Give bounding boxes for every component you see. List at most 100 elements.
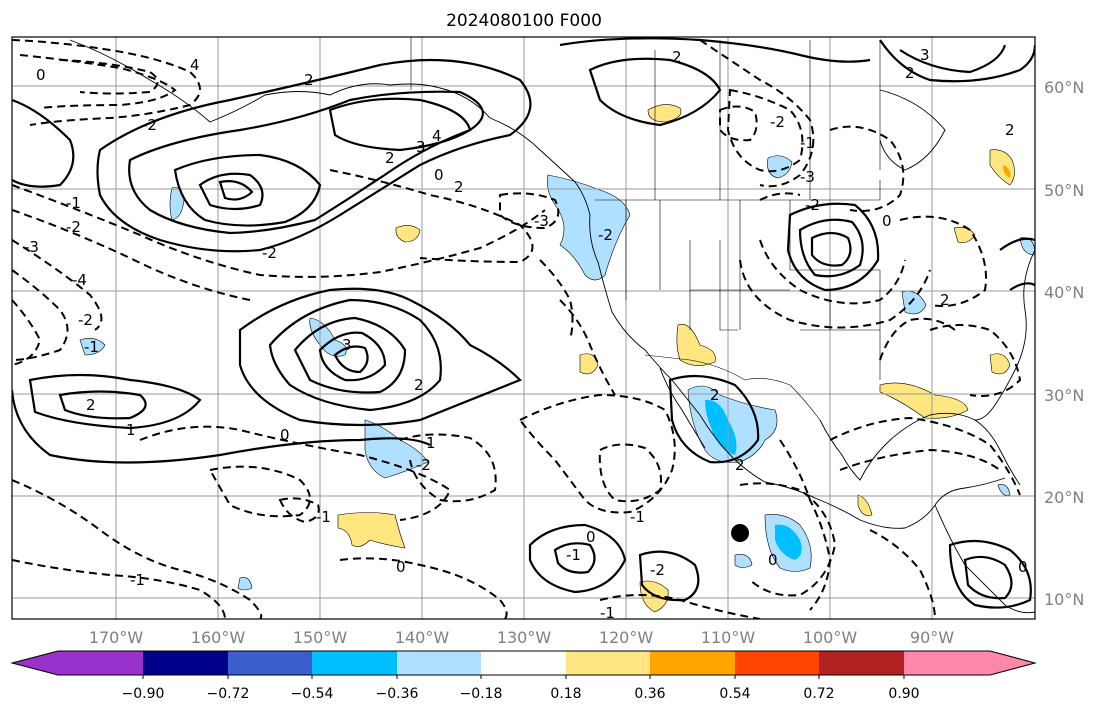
contour-label: 3: [416, 138, 426, 156]
map-title: 2024080100 F000: [446, 11, 602, 31]
colorbar-label: −0.90: [122, 686, 165, 702]
colorbar-segments: [12, 651, 1035, 675]
hudson-bay: [879, 89, 946, 171]
contour-label: 3: [920, 46, 930, 64]
shade-negative: [901, 291, 927, 315]
contour-label: 2: [735, 456, 745, 474]
colorbar-label: 0.72: [803, 686, 834, 702]
shade-negative-strong: [705, 399, 737, 455]
lon-tick-label: 90°W: [910, 628, 954, 647]
shade-positive: [857, 494, 873, 516]
lon-tick-label: 110°W: [701, 628, 756, 647]
contour-label: 0: [36, 66, 46, 84]
shade-positive: [395, 225, 421, 243]
contour-labels: 4 2 0 2 3 4 2 0 -1 -2 -3 -4 -2 -1 -3 -2 …: [24, 46, 1028, 622]
contour-label: -1: [316, 508, 331, 526]
contour-label: 4: [432, 127, 442, 145]
contour-label: -2: [262, 244, 277, 262]
contour-label: -2: [66, 218, 81, 236]
shade-positive: [879, 382, 969, 419]
contour-label: 2: [905, 64, 915, 82]
contour-label: 0: [768, 551, 778, 569]
contour-label: 1: [126, 421, 136, 439]
shade-negative: [79, 338, 106, 356]
contour-label: -4: [72, 271, 87, 289]
colorbar-label: 0.18: [550, 686, 581, 702]
colorbar-label: −0.54: [291, 686, 334, 702]
contour-label: -2: [142, 116, 157, 134]
contour-label: 4: [190, 56, 200, 74]
lon-tick-label: 160°W: [191, 628, 246, 647]
colorbar-label: −0.18: [460, 686, 503, 702]
contour-label: -2: [78, 311, 93, 329]
shade-negative: [364, 419, 429, 479]
contour-label: 2: [710, 386, 720, 404]
contour-label: -1: [566, 546, 581, 564]
colorbar-labels: −0.90 −0.72 −0.54 −0.36 −0.18 0.18 0.36 …: [122, 686, 920, 702]
coastline-central-america: [934, 504, 1035, 614]
contour-label: 3: [342, 336, 352, 354]
lon-tick-label: 120°W: [599, 628, 654, 647]
lat-tick-label: 40°N: [1044, 283, 1084, 302]
lat-tick-label: 50°N: [1044, 181, 1084, 200]
contour-label: -1: [800, 134, 815, 152]
contour-label: 2: [304, 71, 314, 89]
colorbar-segment: [312, 651, 397, 675]
shade-positive: [647, 104, 682, 123]
contour-label: -2: [598, 226, 613, 244]
shade-positive: [953, 227, 976, 243]
contour-label: 0: [586, 528, 596, 546]
colorbar-segment: [12, 651, 143, 675]
contour-label: -2: [805, 196, 820, 214]
contour-label: 2: [454, 178, 464, 196]
colorbar-segment: [481, 651, 566, 675]
contour-label: -1: [84, 338, 99, 356]
negative-contours: [12, 39, 1022, 619]
contour-label: -2: [770, 113, 785, 131]
coastline-east: [974, 249, 1035, 421]
colorbar-outline: [10, 650, 1037, 676]
lat-tick-label: 30°N: [1044, 386, 1084, 405]
border-us-mexico: [644, 354, 821, 421]
shade-positive: [337, 512, 406, 549]
contour-label: -3: [24, 238, 39, 256]
colorbar-label: 0.54: [719, 686, 750, 702]
contour-label: -3: [800, 168, 815, 186]
contour-label: 0: [882, 212, 892, 230]
colorbar-label: 0.90: [888, 686, 919, 702]
point-marker: [731, 524, 749, 542]
colorbar-segment: [650, 651, 735, 675]
coastline-west: [574, 181, 766, 483]
colorbar-label: −0.72: [207, 686, 250, 702]
lon-tick-labels: 170°W 160°W 150°W 140°W 130°W 120°W 110°…: [89, 628, 954, 647]
contour-label: 0: [1018, 558, 1028, 576]
contour-label: -2: [416, 456, 431, 474]
contour-label: 0: [280, 426, 290, 444]
coastline-baja: [659, 367, 706, 449]
coastlines: [69, 39, 1035, 614]
lon-tick-label: 130°W: [497, 628, 552, 647]
gridlines: [12, 37, 1035, 619]
shade-negative: [734, 554, 753, 568]
border-us-canada: [595, 180, 881, 201]
contour-label: 1: [426, 434, 436, 452]
contour-label: -1: [600, 604, 615, 622]
colorbar-segment: [397, 651, 481, 675]
colorbar-label: −0.36: [376, 686, 419, 702]
lat-tick-label: 10°N: [1044, 590, 1084, 609]
contour-label: 0: [396, 558, 406, 576]
lon-tick-label: 170°W: [89, 628, 144, 647]
colorbar-segment: [143, 651, 228, 675]
contour-label: 2: [1005, 121, 1015, 139]
shaded-regions: [79, 104, 1035, 613]
lon-tick-label: 100°W: [803, 628, 858, 647]
contour-label: -1: [130, 571, 145, 589]
map-panel: 4 2 0 2 3 4 2 0 -1 -2 -3 -4 -2 -1 -3 -2 …: [12, 37, 1035, 622]
shade-negative: [997, 484, 1011, 496]
shade-negative: [237, 577, 253, 591]
shade-negative: [309, 317, 347, 357]
shade-positive: [579, 353, 599, 375]
colorbar-segment: [904, 651, 1035, 675]
contour-label: 2: [385, 149, 395, 167]
coastline-alaska: [69, 39, 576, 183]
